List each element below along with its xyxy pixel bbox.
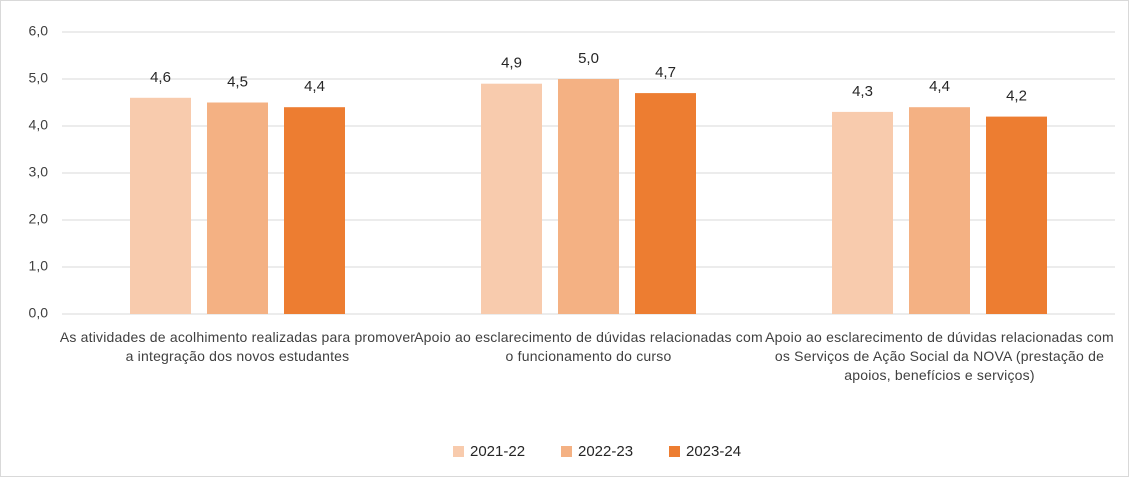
value-label: 4,2 <box>1006 88 1027 105</box>
legend-swatch <box>669 446 680 457</box>
legend-swatch <box>453 446 464 457</box>
value-label: 4,7 <box>655 64 676 81</box>
x-tick-label: Apoio ao esclarecimento de dúvidas relac… <box>765 329 1114 383</box>
y-tick-label: 1,0 <box>29 258 49 274</box>
y-tick-label: 5,0 <box>29 70 49 86</box>
value-label: 4,4 <box>929 78 950 95</box>
legend-label: 2023-24 <box>686 443 741 460</box>
bar <box>909 107 970 314</box>
x-tick-label: As atividades de acolhimento realizadas … <box>59 329 416 364</box>
bar <box>986 116 1047 314</box>
legend-label: 2022-23 <box>578 443 633 460</box>
y-tick-label: 6,0 <box>29 23 49 39</box>
value-label: 5,0 <box>578 50 599 67</box>
bar <box>558 79 619 314</box>
bar <box>284 107 345 314</box>
value-label: 4,6 <box>150 69 171 86</box>
bar <box>207 102 268 314</box>
value-label: 4,3 <box>852 83 873 100</box>
y-tick-label: 2,0 <box>29 211 49 227</box>
y-tick-label: 0,0 <box>29 305 49 321</box>
bar <box>481 83 542 314</box>
y-tick-label: 4,0 <box>29 117 49 133</box>
value-label: 4,5 <box>227 73 248 90</box>
value-label: 4,4 <box>304 78 325 95</box>
y-tick-label: 3,0 <box>29 164 49 180</box>
bar <box>832 111 893 315</box>
legend-label: 2021-22 <box>470 443 525 460</box>
value-label: 4,9 <box>501 55 522 72</box>
bar <box>635 93 696 314</box>
x-tick-label: Apoio ao esclarecimento de dúvidas relac… <box>414 329 763 364</box>
legend-swatch <box>561 446 572 457</box>
bar <box>130 97 191 314</box>
